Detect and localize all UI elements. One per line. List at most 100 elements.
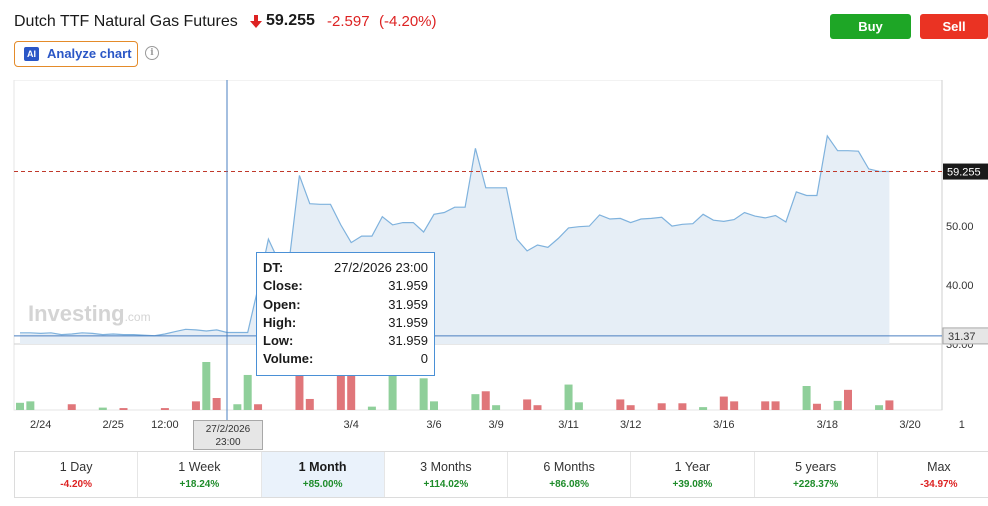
period-change: +86.08% — [549, 479, 589, 490]
volume-bar — [771, 401, 780, 410]
period-label: 1 Day — [59, 460, 93, 474]
watermark-text: Investing — [28, 301, 125, 326]
instrument-header: Dutch TTF Natural Gas Futures 59.255 -2.… — [0, 0, 988, 80]
x-tick-label: 3/16 — [713, 419, 734, 431]
period-label: Max — [927, 460, 951, 474]
price-area — [20, 134, 890, 344]
volume-bar — [16, 402, 24, 410]
investing-watermark: Investing.com — [28, 301, 151, 326]
period-1-day[interactable]: 1 Day -4.20% — [15, 452, 139, 497]
volume-bar — [243, 374, 252, 410]
tooltip-value: 0 — [420, 351, 428, 367]
volume-bar — [347, 374, 356, 410]
volume-bar — [730, 401, 739, 410]
x-tick-label: 3/12 — [620, 419, 641, 431]
tooltip-key: Open: — [263, 296, 301, 312]
period-5-years[interactable]: 5 years +228.37% — [755, 452, 878, 497]
period-change: +228.37% — [792, 479, 839, 490]
volume-bar — [202, 362, 211, 410]
volume-bar — [761, 401, 770, 410]
period-6-months[interactable]: 6 Months +86.08% — [508, 452, 632, 497]
period-3-months[interactable]: 3 Months +114.02% — [385, 452, 508, 497]
tooltip-value: 31.959 — [388, 296, 428, 312]
period-1-month[interactable]: 1 Month +85.00% — [261, 452, 385, 497]
tooltip-key: High: — [263, 314, 297, 330]
x-tick-label: 12:00 — [151, 419, 179, 431]
tooltip-key: Volume: — [263, 351, 314, 367]
tooltip-value: 31.959 — [388, 278, 428, 294]
x-tick-label: 1 — [959, 419, 965, 431]
period-1-year[interactable]: 1 Year +39.08% — [631, 452, 755, 497]
last-price: 59.255 — [266, 12, 315, 29]
period-change: +114.02% — [423, 479, 469, 490]
volume-bar — [233, 404, 242, 410]
period-max[interactable]: Max -34.97% — [878, 452, 988, 497]
y-tick-label: 50.00 — [946, 221, 974, 233]
x-tick-label: 3/11 — [558, 419, 579, 431]
y-tick-label: 40.00 — [946, 280, 974, 292]
tooltip-key: Close: — [263, 278, 303, 294]
info-icon[interactable]: i — [145, 46, 159, 60]
volume-bar — [67, 404, 76, 410]
tooltip-row: Volume: 0 — [263, 350, 428, 368]
buy-button[interactable]: Buy — [830, 14, 911, 39]
sell-button[interactable]: Sell — [920, 14, 988, 39]
x-tick-label: 3/4 — [344, 419, 359, 431]
period-label: 3 Months — [420, 460, 472, 474]
current-price-label: 59.255 — [947, 167, 981, 179]
volume-bar — [481, 391, 490, 410]
volume-bar — [26, 401, 35, 410]
crosshair-time: 23:00 — [215, 437, 241, 448]
volume-bar — [336, 372, 345, 410]
tooltip-row: Open: 31.959 — [263, 296, 428, 314]
volume-bar — [657, 403, 666, 410]
volume-bar — [212, 398, 221, 410]
analyze-chart-label: Analyze chart — [47, 46, 132, 61]
crosshair-price-label: 31.37 — [948, 331, 976, 343]
x-tick-label: 3/6 — [426, 419, 441, 431]
tooltip-row: DT: 27/2/2026 23:00 — [263, 259, 428, 277]
x-tick-label: 3/9 — [488, 419, 503, 431]
instrument-title: Dutch TTF Natural Gas Futures — [14, 13, 238, 30]
volume-bar — [419, 378, 428, 410]
volume-bar — [616, 399, 625, 410]
crosshair-date-label: 27/2/2026 23:00 — [193, 420, 263, 450]
price-change-percent: (-4.20%) — [379, 13, 437, 30]
volume-bar — [98, 407, 107, 410]
volume-bar — [844, 389, 852, 410]
period-selector: 1 Day -4.20% 1 Week +18.24% 1 Month +85.00%… — [14, 451, 988, 498]
current-price-badge — [943, 163, 988, 180]
period-change: +39.08% — [672, 479, 713, 490]
period-change: -34.97% — [920, 479, 958, 490]
period-1-week[interactable]: 1 Week +18.24% — [138, 452, 262, 497]
volume-bar — [492, 405, 501, 410]
volume-bar — [626, 405, 635, 410]
volume-bar — [254, 404, 263, 410]
tooltip-row: High: 31.959 — [263, 314, 428, 332]
period-change: +85.00% — [302, 479, 343, 490]
crosshair-price-badge — [942, 327, 988, 345]
tooltip-value: 27/2/2026 23:00 — [334, 260, 428, 275]
volume-bar — [295, 372, 304, 410]
arrow-down-icon — [250, 15, 262, 28]
x-tick-label: 3/18 — [817, 419, 838, 431]
x-tick-label: 2/25 — [102, 419, 123, 431]
volume-bar — [388, 371, 397, 410]
ohlc-tooltip: DT: 27/2/2026 23:00 Close: 31.959 Open: 31.… — [256, 252, 435, 376]
x-tick-label: 2/24 — [30, 419, 51, 431]
volume-bar — [574, 402, 583, 410]
period-label: 6 Months — [543, 460, 595, 474]
tooltip-row: Close: 31.959 — [263, 277, 428, 295]
volume-bar — [523, 399, 532, 410]
volume-bar — [305, 398, 314, 410]
volume-bar — [367, 406, 376, 410]
price-line — [20, 134, 890, 337]
watermark-suffix: .com — [125, 310, 151, 324]
volume-bar — [471, 394, 480, 410]
volume-bar — [191, 401, 200, 410]
volume-bar — [802, 386, 811, 410]
tooltip-key: DT: — [263, 260, 284, 275]
analyze-chart-button[interactable]: AI Analyze chart — [14, 41, 138, 67]
volume-bar — [160, 408, 169, 410]
